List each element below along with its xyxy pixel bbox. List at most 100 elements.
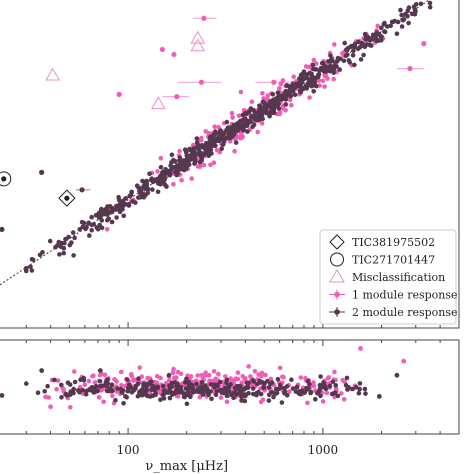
data-point	[71, 253, 76, 258]
data-point	[260, 99, 266, 105]
data-point	[37, 252, 43, 258]
data-point	[171, 157, 176, 163]
residual-point	[239, 394, 244, 399]
residual-point	[243, 376, 248, 381]
residual-point	[224, 380, 229, 386]
data-point	[388, 23, 394, 29]
data-point	[324, 66, 329, 72]
data-point	[273, 98, 279, 104]
data-point	[175, 171, 180, 176]
residual-point	[125, 377, 130, 382]
residual-point	[119, 390, 125, 395]
residual-point	[135, 393, 141, 399]
residual-outlier-point	[401, 358, 407, 364]
residual-point	[229, 392, 234, 398]
data-point	[307, 77, 312, 82]
data-point	[394, 31, 400, 36]
residual-point	[277, 365, 283, 371]
data-point	[310, 62, 316, 68]
data-point	[197, 152, 202, 158]
data-point	[198, 143, 203, 149]
data-point	[234, 128, 240, 133]
data-point	[208, 162, 213, 168]
residual-point	[80, 387, 85, 393]
residual-outlier-point	[39, 368, 45, 373]
residual-point	[83, 392, 89, 397]
residual-point	[95, 388, 100, 394]
data-point	[183, 157, 189, 163]
data-point	[197, 164, 203, 169]
residual-point	[275, 376, 281, 382]
data-point	[143, 179, 149, 184]
data-point	[335, 55, 341, 61]
data-point	[257, 117, 262, 122]
residual-point	[268, 376, 274, 382]
residual-point	[145, 393, 150, 399]
data-point	[105, 204, 110, 209]
data-point	[145, 190, 151, 196]
residual-point	[187, 382, 193, 387]
residual-point	[90, 373, 95, 379]
outlier-1-module	[271, 79, 277, 85]
legend-label: TIC271701447	[352, 254, 435, 267]
data-point	[23, 268, 29, 274]
data-point	[260, 91, 265, 96]
named-star-point	[1, 176, 7, 182]
residual-point	[72, 379, 78, 385]
data-point	[351, 48, 356, 54]
residual-point	[110, 388, 115, 393]
data-point	[106, 209, 112, 215]
residual-point	[257, 378, 263, 384]
residual-point	[110, 393, 115, 399]
residual-point	[109, 382, 115, 388]
data-point	[168, 167, 174, 173]
data-point	[311, 57, 317, 63]
residual-point	[356, 390, 362, 396]
residual-point	[150, 386, 155, 391]
residual-point	[250, 391, 256, 397]
residual-point	[219, 390, 224, 395]
residual-point	[311, 383, 317, 389]
data-point	[403, 11, 408, 17]
data-point	[264, 110, 269, 116]
residual-point	[175, 381, 180, 387]
data-point	[292, 92, 298, 97]
residual-point	[160, 383, 166, 389]
residual-point	[327, 383, 333, 389]
data-point	[193, 159, 198, 164]
data-point	[199, 158, 204, 163]
data-point	[212, 124, 217, 129]
named-star-point	[64, 195, 70, 201]
data-point	[69, 240, 74, 245]
data-point	[245, 118, 251, 124]
x-tick-label: 100	[117, 443, 140, 457]
residual-point	[315, 391, 320, 396]
residual-point	[154, 374, 160, 379]
outlier-1-module	[198, 79, 205, 85]
residual-point	[101, 399, 106, 405]
misclassification-marker	[190, 38, 206, 52]
legend-dot-icon	[334, 291, 340, 298]
residual-point	[206, 373, 212, 378]
data-point	[150, 187, 155, 192]
outlier-1-module	[159, 46, 165, 53]
outlier-1-module	[174, 94, 180, 100]
data-point	[334, 59, 340, 64]
residual-point	[24, 381, 29, 386]
residual-point	[223, 374, 228, 379]
data-point	[234, 135, 240, 140]
residual-point	[99, 371, 104, 377]
residual-point	[284, 393, 290, 398]
outlier-1-module	[116, 91, 122, 97]
data-point	[181, 160, 187, 166]
residual-point	[246, 364, 251, 369]
residual-point	[97, 384, 103, 389]
residual-point	[248, 374, 253, 379]
data-point	[317, 68, 322, 73]
residual-point	[184, 401, 190, 407]
residual-point	[290, 386, 296, 391]
data-point	[263, 107, 269, 112]
residual-point	[233, 390, 238, 396]
data-point	[160, 170, 165, 176]
residual-point	[287, 389, 292, 394]
